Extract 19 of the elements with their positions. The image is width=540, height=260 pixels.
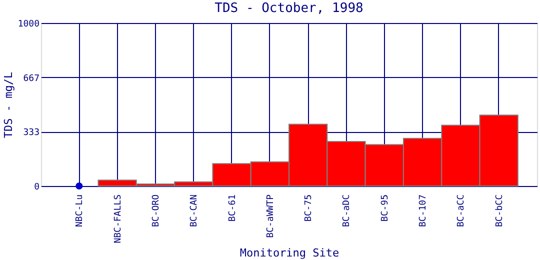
x-tick-label: NBC-FALLS (113, 194, 124, 244)
x-tick-label: NBC-Lu (75, 194, 86, 228)
x-tick-label: BC-107 (418, 194, 429, 228)
y-tick-label: 667 (23, 74, 40, 84)
chart-title: TDS - October, 1998 (214, 1, 364, 16)
x-tick-label: BC-aDC (342, 194, 352, 228)
x-tick-label: BC-CAN (190, 194, 200, 228)
x-axis-title: Monitoring Site (240, 246, 340, 260)
y-tick-label: 1000 (18, 20, 40, 30)
x-tick-label: BC-bCC (494, 194, 505, 228)
y-axis-title: TDS - mg/L (2, 72, 15, 138)
x-tick-label: BC-aWWTP (266, 194, 276, 238)
x-tick-label: BC-95 (380, 194, 390, 222)
x-tick-label: BC-ORO (151, 194, 162, 228)
x-tick-label: BC-75 (304, 194, 314, 222)
x-tick-label: BC-61 (228, 194, 238, 222)
y-tick-label: 0 (34, 182, 40, 192)
x-tick-label: BC-aCC (456, 194, 467, 228)
y-tick-label: 333 (23, 128, 40, 138)
